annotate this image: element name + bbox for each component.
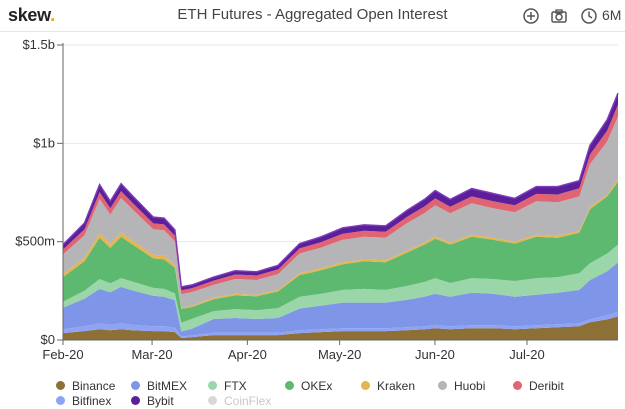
legend-swatch (56, 396, 65, 406)
x-tick-label: Apr-20 (228, 347, 267, 362)
legend-swatch (208, 381, 217, 391)
legend-swatch (438, 381, 447, 391)
y-tick-label: $0 (41, 332, 55, 347)
legend-item-deribit[interactable]: Deribit (513, 379, 564, 394)
legend-item-ftx[interactable]: FTX (208, 379, 247, 394)
area-binance (63, 316, 618, 340)
clock-icon[interactable] (580, 7, 598, 25)
logo-dot: . (50, 5, 55, 25)
legend-label: FTX (224, 379, 247, 393)
area-bitmex (63, 262, 618, 337)
area-okex (63, 181, 618, 323)
y-tick-label: $500m (15, 234, 55, 249)
x-tick-label: May-20 (318, 347, 361, 362)
total-line (62, 92, 619, 288)
legend-item-coinflex[interactable]: CoinFlex (208, 394, 271, 409)
y-tick-label: $1b (33, 135, 55, 150)
y-tick-label: $1.5b (22, 37, 55, 52)
legend-label: Bybit (147, 394, 174, 408)
time-range-button[interactable]: 6M (602, 7, 622, 23)
top-bar: skew. ETH Futures - Aggregated Open Inte… (0, 0, 625, 32)
legend-label: CoinFlex (224, 394, 272, 408)
plus-circle-icon[interactable] (522, 7, 540, 25)
legend-item-binance[interactable]: Binance (56, 379, 115, 394)
area-huobi (63, 116, 618, 308)
legend-swatch (56, 381, 65, 391)
stacked-areas (63, 93, 618, 340)
legend-swatch (361, 381, 370, 391)
x-tick-label: Jul-20 (509, 347, 544, 362)
legend-label: Deribit (529, 379, 564, 393)
legend-label: Kraken (377, 379, 416, 393)
x-tick-label: Jun-20 (415, 347, 455, 362)
camera-icon[interactable] (550, 7, 568, 25)
open-interest-chart: $0 $500m $1b $1.5b Feb-20 Mar-20 Apr-20 May-20 J… (15, 37, 619, 362)
legend-swatch (131, 381, 140, 391)
area-ftx (63, 244, 618, 332)
legend-label: Bitfinex (72, 394, 112, 408)
legend-label: OKEx (301, 379, 333, 393)
legend-swatch (285, 381, 294, 391)
x-tick-label: Mar-20 (131, 347, 172, 362)
legend-label: Binance (72, 379, 116, 393)
legend-swatch (131, 396, 140, 406)
legend-label: BitMEX (147, 379, 188, 393)
total-line-path (62, 92, 619, 288)
chart-title: ETH Futures - Aggregated Open Interest (177, 6, 448, 23)
legend-swatch (513, 381, 522, 391)
legend-item-bybit[interactable]: Bybit (131, 394, 174, 409)
skew-logo[interactable]: skew. (8, 5, 55, 26)
legend-item-huobi[interactable]: Huobi (438, 379, 485, 394)
x-tick-label: Feb-20 (42, 347, 83, 362)
axes: $0 $500m $1b $1.5b Feb-20 Mar-20 Apr-20 May-20 J… (15, 37, 618, 362)
legend-item-bitmex[interactable]: BitMEX (131, 379, 187, 394)
legend-label: Huobi (454, 379, 486, 393)
legend-item-bitfinex[interactable]: Bitfinex (56, 394, 111, 409)
legend: Binance BitMEX FTX OKEx Kraken Huobi Deribit Bi… (0, 377, 625, 408)
legend-item-okex[interactable]: OKEx (285, 379, 332, 394)
logo-text: skew (8, 5, 51, 25)
legend-swatch (208, 396, 217, 406)
legend-item-kraken[interactable]: Kraken (361, 379, 415, 394)
